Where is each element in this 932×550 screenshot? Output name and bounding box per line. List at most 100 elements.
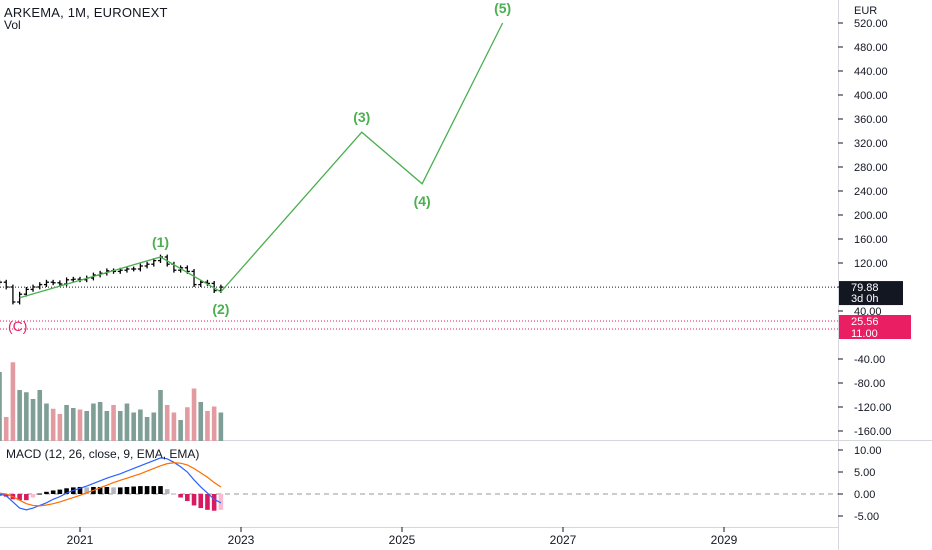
histogram-bar bbox=[50, 490, 56, 494]
price-tick-label: 320.00 bbox=[854, 138, 888, 150]
volume-legend[interactable]: Vol bbox=[4, 18, 21, 32]
histogram-bar bbox=[111, 487, 116, 494]
price-bar bbox=[0, 279, 2, 285]
volume-bar bbox=[111, 405, 116, 441]
price-tick-label: -120.00 bbox=[854, 402, 891, 414]
volume-bar bbox=[211, 406, 217, 441]
volume-bar bbox=[30, 399, 36, 441]
price-tick-label: -160.00 bbox=[854, 426, 891, 438]
histogram-bar bbox=[30, 494, 36, 498]
volume-bar bbox=[44, 403, 49, 441]
price-tick-label: 520.00 bbox=[854, 18, 888, 30]
volume-bar bbox=[138, 409, 143, 441]
price-tick-label: 160.00 bbox=[854, 234, 888, 246]
histogram-bar bbox=[198, 494, 204, 509]
histogram-bar bbox=[131, 486, 136, 494]
volume-bar bbox=[171, 412, 177, 441]
time-tick-label: 2027 bbox=[550, 533, 577, 547]
price-bar bbox=[57, 280, 63, 287]
histogram-bar bbox=[57, 489, 63, 494]
price-bar bbox=[211, 281, 217, 293]
volume-bar bbox=[191, 388, 197, 441]
time-tick-label: 2029 bbox=[711, 533, 738, 547]
current-price-tag: 79.88 3d 0h bbox=[839, 281, 903, 306]
volume-bar bbox=[10, 362, 16, 441]
time-tick-label: 2023 bbox=[228, 533, 255, 547]
histogram-bar bbox=[178, 494, 183, 498]
price-bar bbox=[124, 266, 130, 273]
histogram-bar bbox=[171, 493, 177, 495]
histogram-bar bbox=[185, 494, 190, 502]
volume-bar bbox=[97, 402, 103, 441]
volume-bar bbox=[131, 412, 136, 441]
volume-bar bbox=[64, 405, 69, 441]
elliott-wave-line[interactable] bbox=[19, 22, 504, 299]
volume-bar bbox=[144, 417, 150, 441]
volume-bar bbox=[218, 412, 224, 441]
wave-label: (1) bbox=[152, 234, 169, 250]
histogram-bar bbox=[44, 491, 49, 494]
level-label: 25.56 bbox=[851, 316, 879, 328]
current-price-label: 79.88 bbox=[851, 282, 879, 294]
volume-bar bbox=[164, 405, 170, 441]
macd-axis: 10.00 5.00 0.00 -5.00 bbox=[838, 445, 882, 523]
histogram-bar bbox=[164, 489, 170, 494]
histogram-bar bbox=[97, 486, 103, 494]
volume-bar bbox=[178, 420, 183, 441]
volume-bar bbox=[17, 390, 22, 441]
volume-bar bbox=[70, 408, 76, 441]
price-bar bbox=[43, 279, 49, 287]
volume-bars bbox=[0, 362, 224, 441]
volume-bar bbox=[91, 403, 96, 441]
volume-bar bbox=[158, 390, 163, 441]
symbol-title[interactable]: ARKEMA, 1M, EURONEXT bbox=[4, 5, 168, 20]
price-tick-label: -40.00 bbox=[854, 354, 885, 366]
histogram-bar bbox=[64, 488, 69, 494]
price-tick-label: 360.00 bbox=[854, 114, 888, 126]
volume-bar bbox=[77, 409, 83, 441]
price-tick-label: 240.00 bbox=[854, 186, 888, 198]
wave-label: (2) bbox=[212, 301, 229, 317]
price-bar bbox=[191, 269, 197, 287]
price-tick-label: 480.00 bbox=[854, 42, 888, 54]
macd-tick-label: -5.00 bbox=[854, 511, 879, 523]
volume-bar bbox=[104, 411, 110, 441]
volume-bar bbox=[198, 402, 204, 441]
price-bar bbox=[3, 279, 9, 290]
price-bar bbox=[70, 276, 76, 283]
price-tick-label: 400.00 bbox=[854, 90, 888, 102]
histogram-bar bbox=[37, 493, 43, 495]
corrective-wave-label: (C) bbox=[8, 318, 27, 334]
price-tick-label: 120.00 bbox=[854, 258, 888, 270]
price-tick-label: 280.00 bbox=[854, 162, 888, 174]
histogram-bar bbox=[205, 494, 210, 510]
macd-tick-label: 0.00 bbox=[854, 489, 875, 501]
macd-tick-label: 10.00 bbox=[854, 445, 882, 457]
volume-bar bbox=[151, 412, 157, 441]
level-label: 11.00 bbox=[851, 328, 878, 340]
price-bar bbox=[50, 279, 56, 286]
histogram-bar bbox=[77, 486, 83, 494]
macd-legend[interactable]: MACD (12, 26, close, 9, EMA, EMA) bbox=[6, 447, 200, 461]
histogram-bar bbox=[211, 494, 217, 511]
volume-bar bbox=[37, 390, 43, 441]
histogram-bar bbox=[151, 486, 157, 494]
histogram-bar bbox=[117, 487, 123, 494]
currency-label: EUR bbox=[854, 5, 877, 17]
time-tick-label: 2025 bbox=[389, 533, 416, 547]
histogram-bar bbox=[24, 494, 29, 501]
macd-tick-label: 5.00 bbox=[854, 467, 875, 479]
price-bar bbox=[37, 282, 43, 290]
price-bar bbox=[131, 266, 137, 272]
price-bar bbox=[23, 287, 29, 297]
time-axis[interactable]: 2021 2023 2025 2027 2029 bbox=[67, 527, 738, 547]
histogram-bar bbox=[84, 487, 90, 494]
price-bar bbox=[137, 263, 143, 272]
price-axis[interactable]: 520.00 480.00 440.00 400.00 360.00 320.00 280.… bbox=[838, 18, 891, 438]
signal-line bbox=[0, 462, 222, 507]
histogram-bar bbox=[144, 486, 150, 494]
volume-bar bbox=[3, 417, 9, 441]
wave-label: (5) bbox=[494, 0, 511, 16]
wave-label: (4) bbox=[414, 193, 431, 209]
